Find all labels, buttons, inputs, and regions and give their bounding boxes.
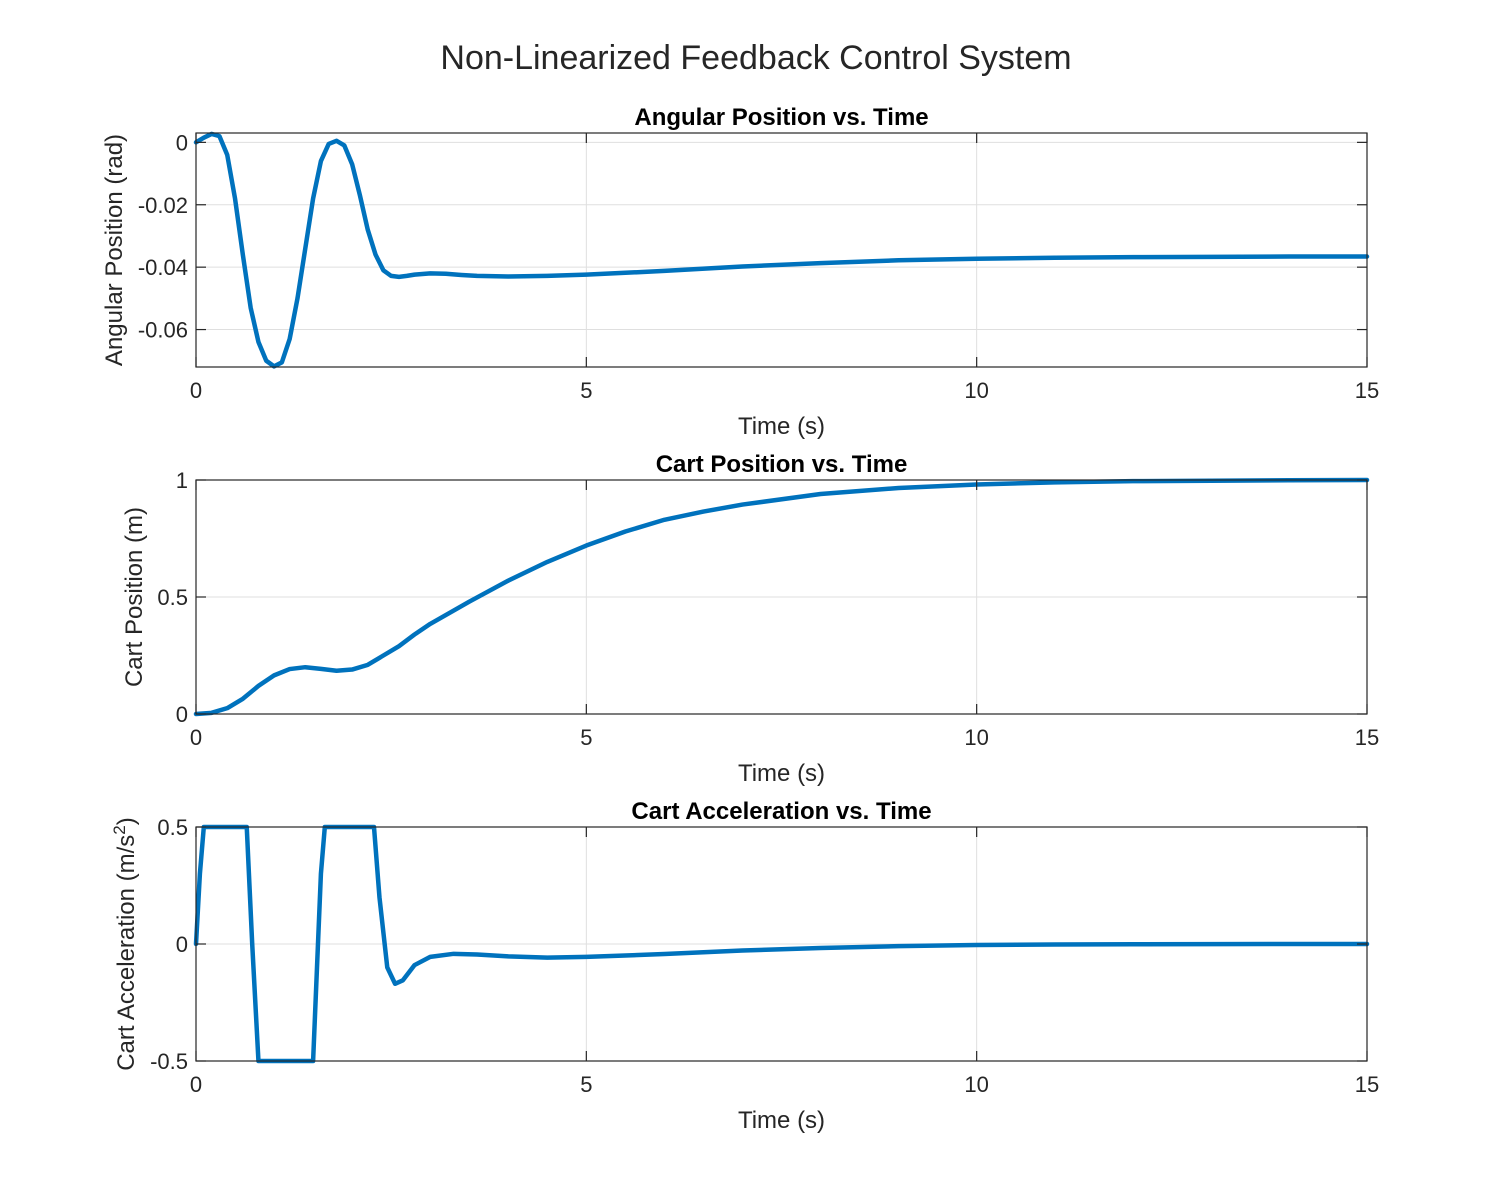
chart-2-y-axis-label: Cart Acceleration (m/s2) bbox=[110, 817, 140, 1071]
chart-0-series-0-line bbox=[193, 131, 1370, 369]
chart-0-plot-area bbox=[196, 133, 1367, 367]
chart-2-y-axis-label-suffix: ) bbox=[113, 817, 140, 825]
chart-1-x-axis-label: Time (s) bbox=[738, 760, 825, 787]
chart-2-x-axis-label: Time (s) bbox=[738, 1107, 825, 1134]
chart-2-y-tick-label-0: -0.5 bbox=[150, 1049, 188, 1074]
chart-1-x-tick-label-1: 5 bbox=[580, 725, 592, 750]
chart-0-y-axis-label: Angular Position (rad) bbox=[101, 134, 128, 366]
chart-1-y-tick-label-2: 1 bbox=[176, 468, 188, 493]
chart-1-y-tick-label-0: 0 bbox=[176, 702, 188, 727]
chart-0-y-tick-label-3: 0 bbox=[176, 130, 188, 155]
chart-0-x-tick-label-2: 10 bbox=[964, 378, 988, 403]
chart-1-x-tick-label-2: 10 bbox=[964, 725, 988, 750]
chart-2-x-tick-label-1: 5 bbox=[580, 1072, 592, 1097]
figure-title: Non-Linearized Feedback Control System bbox=[440, 39, 1071, 77]
chart-0-x-axis-label: Time (s) bbox=[738, 413, 825, 440]
chart-2-title: Cart Acceleration vs. Time bbox=[631, 798, 931, 825]
chart-1-series-0-line bbox=[193, 477, 1370, 717]
cart-position-subplot: 0 5 10 15 0 0.5 1 Cart Position vs. Time Time (s… bbox=[121, 451, 1379, 787]
chart-2-y-axis-label-superscript: 2 bbox=[110, 825, 129, 834]
chart-0-x-tick-label-3: 15 bbox=[1355, 378, 1379, 403]
chart-0-y-tick-label-2: -0.02 bbox=[138, 193, 188, 218]
chart-2-x-tick-label-0: 0 bbox=[190, 1072, 202, 1097]
chart-0-y-axis-label-main: Angular Position (rad) bbox=[101, 134, 128, 366]
chart-0-axes-box bbox=[195, 132, 1368, 368]
chart-1-y-axis-label-main: Cart Position (m) bbox=[121, 507, 148, 687]
chart-0-y-tick-label-0: -0.06 bbox=[138, 318, 188, 343]
chart-1-x-tick-label-0: 0 bbox=[190, 725, 202, 750]
chart-2-y-tick-label-2: 0.5 bbox=[157, 815, 188, 840]
chart-2-x-tick-label-3: 15 bbox=[1355, 1072, 1379, 1097]
chart-2-x-tick-label-2: 10 bbox=[964, 1072, 988, 1097]
chart-1-y-tick-label-1: 0.5 bbox=[157, 585, 188, 610]
chart-0-x-tick-label-0: 0 bbox=[190, 378, 202, 403]
chart-0-title: Angular Position vs. Time bbox=[634, 104, 928, 131]
chart-0-x-tick-label-1: 5 bbox=[580, 378, 592, 403]
chart-2-y-axis-label-main: Cart Acceleration (m/s bbox=[113, 835, 140, 1071]
chart-1-x-tick-label-3: 15 bbox=[1355, 725, 1379, 750]
chart-0-y-tick-label-1: -0.04 bbox=[138, 255, 188, 280]
chart-2-y-tick-label-1: 0 bbox=[176, 932, 188, 957]
chart-1-title: Cart Position vs. Time bbox=[656, 451, 908, 478]
chart-2-series-0-line bbox=[193, 824, 1370, 1064]
angular-position-subplot: 0 5 10 15 -0.06 -0.04 -0.02 0 Angular Position v… bbox=[101, 104, 1379, 440]
chart-1-y-axis-label: Cart Position (m) bbox=[121, 507, 148, 687]
